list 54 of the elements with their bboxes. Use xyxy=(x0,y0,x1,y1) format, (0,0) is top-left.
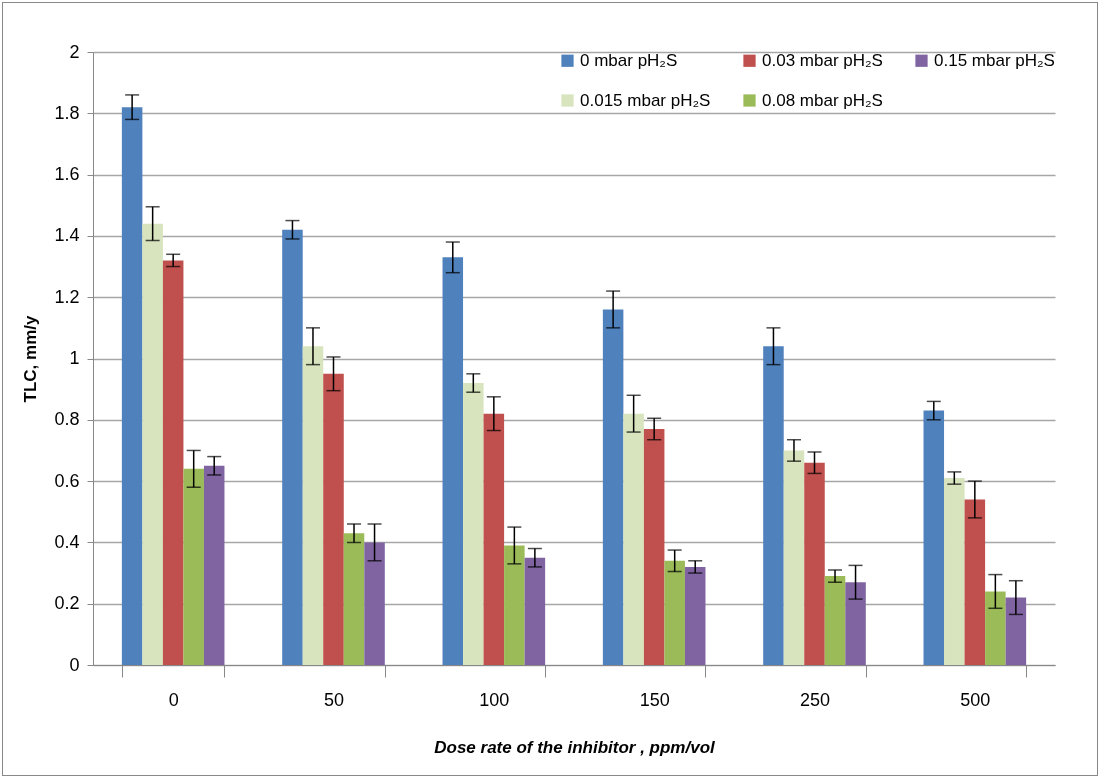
bar xyxy=(483,413,505,665)
bar xyxy=(964,499,986,665)
bar xyxy=(282,229,303,665)
y-tick-label: 0.6 xyxy=(54,470,80,491)
y-tick-label: 1.8 xyxy=(54,102,80,123)
bar xyxy=(524,557,546,665)
bar xyxy=(783,450,805,665)
bar xyxy=(944,478,965,665)
x-tick-label: 250 xyxy=(799,689,831,710)
bar xyxy=(142,223,163,665)
bar xyxy=(121,107,143,665)
bar xyxy=(684,566,706,665)
x-axis-title: Dose rate of the inhibitor , ppm/vol xyxy=(434,737,717,757)
bar xyxy=(364,542,385,665)
bar xyxy=(602,309,624,665)
x-tick-label: 50 xyxy=(323,689,345,710)
bar xyxy=(643,429,665,665)
y-tick-label: 1.6 xyxy=(54,164,80,185)
bar xyxy=(923,410,945,665)
x-tick-label: 150 xyxy=(639,689,670,710)
bar xyxy=(343,533,365,665)
bar xyxy=(1005,597,1027,665)
y-tick-label: 1.2 xyxy=(54,286,80,307)
bar xyxy=(763,346,784,665)
y-tick-label: 2 xyxy=(69,41,80,62)
legend-label: 0 mbar pH₂S xyxy=(580,50,678,70)
legend-label: 0.03 mbar pH₂S xyxy=(762,50,883,70)
y-tick-label: 1 xyxy=(69,348,80,368)
y-axis-title: TLC, mm/y xyxy=(21,315,41,403)
legend-label: 0.015 mbar pH₂S xyxy=(580,90,711,110)
x-tick-label: 0 xyxy=(168,689,179,710)
bar xyxy=(985,591,1006,665)
legend-label: 0.15 mbar pH₂S xyxy=(934,50,1055,70)
legend-label: 0.08 mbar pH₂S xyxy=(762,90,883,110)
bar xyxy=(183,468,204,665)
x-tick-label: 100 xyxy=(479,689,510,710)
y-tick-label: 1.4 xyxy=(54,225,80,246)
bar xyxy=(323,373,344,665)
y-tick-label: 0.2 xyxy=(54,593,80,614)
x-tick-label: 500 xyxy=(960,689,991,710)
bar xyxy=(442,257,464,665)
y-tick-label: 0.8 xyxy=(54,409,80,430)
y-tick-label: 0.4 xyxy=(54,531,80,552)
bar xyxy=(845,582,866,665)
bar xyxy=(203,465,225,665)
bar xyxy=(302,346,324,665)
bar xyxy=(504,545,525,665)
bar xyxy=(664,560,685,665)
bar xyxy=(463,383,484,665)
bar xyxy=(623,413,644,665)
bar xyxy=(162,260,184,665)
y-tick-label: 0 xyxy=(69,654,80,675)
bar xyxy=(804,462,825,665)
bar xyxy=(824,576,846,665)
